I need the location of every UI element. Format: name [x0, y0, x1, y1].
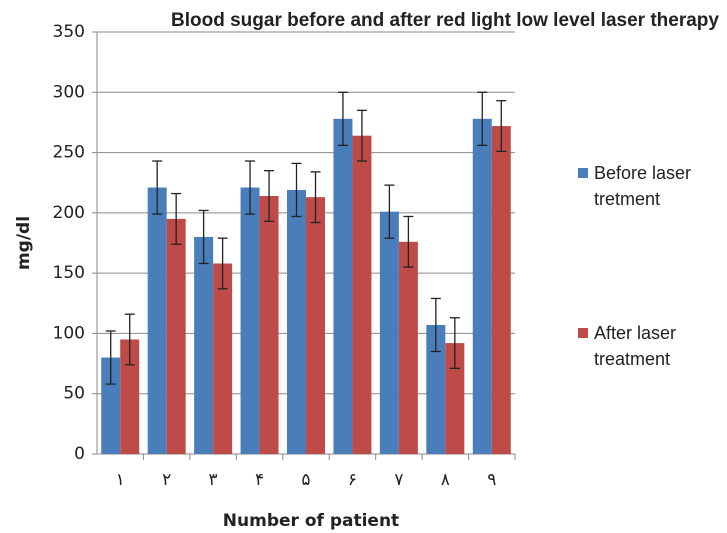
y-tick-label: 300: [53, 82, 85, 102]
legend-swatch: [578, 328, 588, 338]
bar: [306, 197, 325, 454]
y-axis-label: mg/dl: [14, 216, 34, 270]
bar: [352, 135, 372, 455]
bar: [194, 236, 214, 454]
y-tick-label: 50: [63, 384, 85, 404]
legend-label: After laser treatment: [594, 323, 677, 369]
x-tick-label: ۷: [394, 470, 403, 490]
bar: [287, 189, 306, 454]
x-tick-label: ۱: [116, 470, 125, 490]
x-tick-label: ۲: [162, 470, 171, 490]
x-tick-label: ۵: [301, 470, 310, 490]
bar: [120, 339, 140, 454]
x-tick-label: ۴: [255, 470, 264, 490]
y-tick-label: 150: [53, 263, 85, 283]
bar: [445, 343, 465, 454]
bar: [426, 324, 446, 454]
y-tick-label: 250: [53, 143, 85, 163]
x-tick-label: ۹: [487, 470, 496, 490]
x-tick-label: ۸: [441, 470, 450, 490]
bar: [240, 187, 260, 454]
y-tick-label: 350: [53, 22, 85, 42]
bar: [491, 126, 511, 454]
bar: [213, 263, 233, 454]
bar: [472, 118, 492, 454]
bar: [398, 241, 418, 454]
bar: [259, 195, 279, 454]
bar: [147, 187, 167, 454]
legend-swatch: [578, 168, 588, 178]
x-axis-label: Number of patient: [223, 511, 399, 531]
bar: [333, 118, 353, 454]
x-tick-label: ۳: [209, 470, 218, 490]
y-tick-label: 100: [53, 323, 85, 343]
y-tick-label: 200: [53, 203, 85, 223]
x-tick-label: ۶: [348, 470, 357, 490]
bar: [101, 357, 121, 454]
legend-label: Before laser tretment: [594, 163, 692, 209]
bar: [166, 218, 186, 454]
y-tick-label: 0: [74, 444, 85, 464]
bar: [379, 211, 399, 454]
chart-title: Blood sugar before and after red light l…: [171, 10, 719, 31]
